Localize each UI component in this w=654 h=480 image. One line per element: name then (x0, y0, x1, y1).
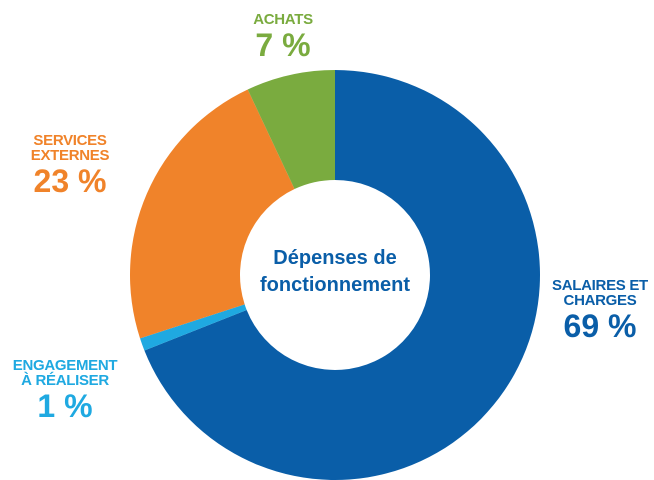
slice-label: ACHATS 7 % (228, 12, 338, 61)
category-name: SERVICES EXTERNES (30, 132, 110, 164)
slice (130, 89, 295, 339)
value-label: 23 % (33, 163, 107, 199)
value-label: 69 % (563, 308, 637, 344)
slice (140, 304, 247, 351)
center-label: Dépenses de fonctionnement (260, 247, 410, 296)
slice-label: SALAIRES ET CHARGES 69 % (545, 278, 654, 342)
slice-label: SERVICES EXTERNES 23 % (15, 133, 125, 197)
value-label: 1 % (37, 388, 93, 424)
category-name: SALAIRES ET CHARGES (552, 277, 648, 309)
category-name: ENGAGEMENT À RÉALISER (12, 357, 118, 389)
slice (247, 70, 335, 190)
slice-label: ENGAGEMENT À RÉALISER 1 % (10, 358, 120, 422)
value-label: 7 % (255, 27, 311, 63)
slice (144, 70, 540, 480)
category-name: ACHATS (253, 11, 313, 28)
